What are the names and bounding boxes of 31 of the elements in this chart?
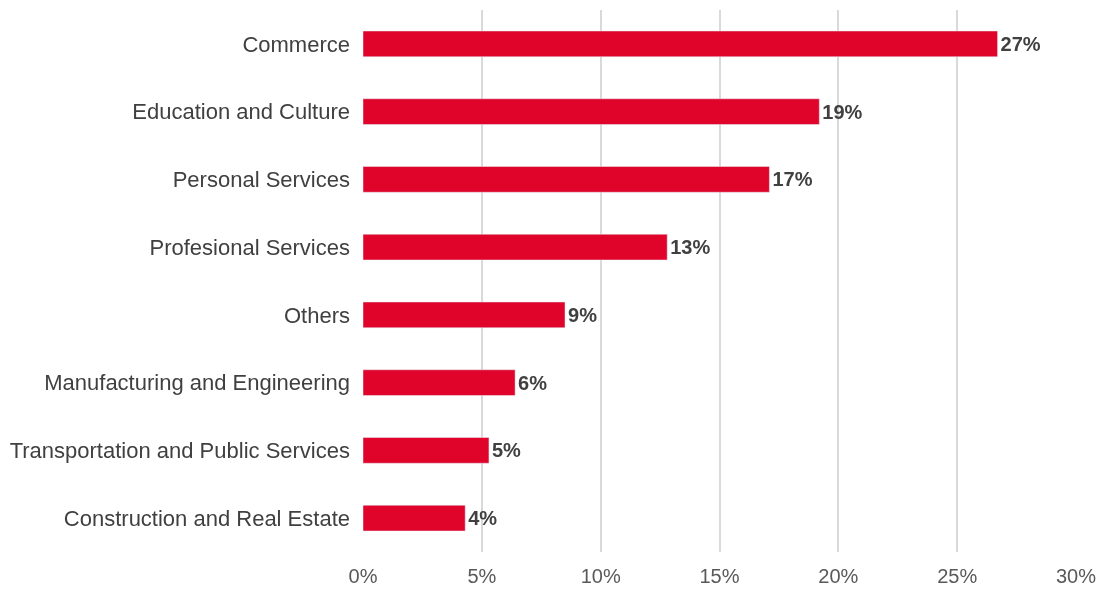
y-tick-label: Transportation and Public Services [9,438,350,464]
x-tick-label: 5% [467,565,497,587]
data-label: 4% [468,507,498,530]
data-label: 5% [491,439,522,462]
y-tick-label: Profesional Services [149,234,350,260]
x-tick-label: 25% [937,565,978,587]
data-label: 27% [1000,32,1041,55]
x-tick-label: 20% [818,565,859,587]
bar [363,98,820,125]
y-tick-label: Manufacturing and Engineering [44,370,350,396]
bar [363,505,466,532]
bar [363,437,490,464]
data-label: 6% [518,371,548,394]
data-label: 19% [822,100,863,123]
data-label: 17% [772,168,813,191]
y-tick-label: Others [283,302,350,328]
y-tick-label: Commerce [242,31,350,57]
bar [363,30,998,57]
x-tick-label: 30% [1055,565,1097,587]
bar [363,166,770,193]
y-tick-label: Education and Culture [132,99,350,125]
y-tick-label: Personal Services [172,167,350,193]
bar [363,301,566,328]
x-tick-label: 15% [699,565,740,587]
data-label: 9% [568,303,598,326]
bar [363,369,516,396]
y-tick-label: Construction and Real Estate [63,505,350,531]
x-tick-label: 0% [348,565,378,587]
data-label: 13% [670,236,711,259]
x-tick-label: 10% [580,565,621,587]
bar [363,234,668,261]
